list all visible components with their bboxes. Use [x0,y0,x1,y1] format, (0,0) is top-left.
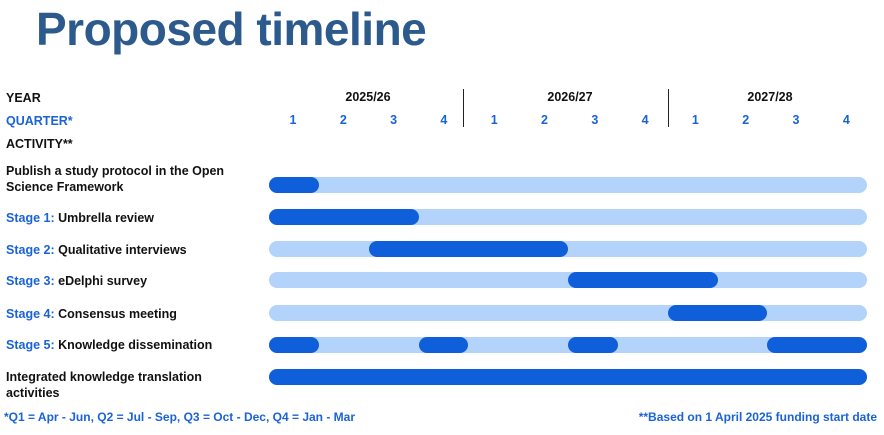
quarter-label: QUARTER* [6,114,73,128]
quarter-9: 1 [691,113,699,127]
quarter-5: 1 [490,113,498,127]
quarter-10: 2 [742,113,750,127]
timeline-bar [368,241,568,257]
stage-label: Stage 2: [6,243,55,257]
timeline-track [269,272,867,288]
quarter-1: 1 [289,113,297,127]
year-1: 2025/26 [345,90,391,104]
timeline-track [269,369,867,385]
year-divider [463,89,464,127]
activity-label: ACTIVITY** [6,137,73,151]
stage-label: Stage 4: [6,307,55,321]
timeline-bar [418,337,469,353]
timeline-bar [568,337,618,353]
activity-label: Stage 4: Consensus meeting [6,306,177,322]
timeline-track [269,209,867,225]
funding-footnote: **Based on 1 April 2025 funding start da… [638,410,877,424]
timeline-bar [667,305,768,321]
activity-name: Umbrella review [54,211,154,225]
activity-name: activities [6,386,60,400]
year-3: 2027/28 [747,90,793,104]
activity-label: Stage 1: Umbrella review [6,210,154,226]
timeline-track [269,177,867,193]
timeline-bar [269,337,319,353]
activity-label: Integrated knowledge translation activiti… [6,369,202,401]
stage-label: Stage 5: [6,338,55,352]
activity-name: eDelphi survey [54,274,148,288]
timeline-track [269,305,867,321]
quarter-11: 3 [792,113,800,127]
timeline-bar [269,369,867,385]
activity-label: Publish a study protocol in the Open Scie… [6,163,224,195]
activity-label: Stage 3: eDelphi survey [6,273,147,289]
quarter-footnote: *Q1 = Apr - Jun, Q2 = Jul - Sep, Q3 = Oc… [4,410,355,424]
year-label: YEAR [6,91,41,105]
timeline-track [269,337,867,353]
stage-label: Stage 3: [6,274,55,288]
timeline-bar [767,337,867,353]
quarter-3: 3 [390,113,398,127]
activity-name: Integrated knowledge translation [6,370,202,384]
quarter-2: 2 [339,113,347,127]
quarter-12: 4 [842,113,850,127]
timeline-bar [269,209,419,225]
activity-name: Consensus meeting [54,307,177,321]
stage-label: Stage 1: [6,211,55,225]
quarter-4: 4 [440,113,448,127]
page-title: Proposed timeline [36,3,427,55]
quarter-7: 3 [591,113,599,127]
timeline-bar [269,177,319,193]
quarter-8: 4 [641,113,649,127]
timeline-bar [568,272,718,288]
year-2: 2026/27 [547,90,593,104]
year-divider [668,89,669,127]
activity-name: Qualitative interviews [54,243,187,257]
activity-name: Knowledge dissemination [54,338,213,352]
timeline-track [269,241,867,257]
quarter-6: 2 [541,113,548,127]
activity-label: Stage 2: Qualitative interviews [6,242,187,258]
activity-name: Science Framework [6,180,124,194]
activity-label: Stage 5: Knowledge dissemination [6,337,212,353]
activity-name: Publish a study protocol in the Open [6,164,225,178]
